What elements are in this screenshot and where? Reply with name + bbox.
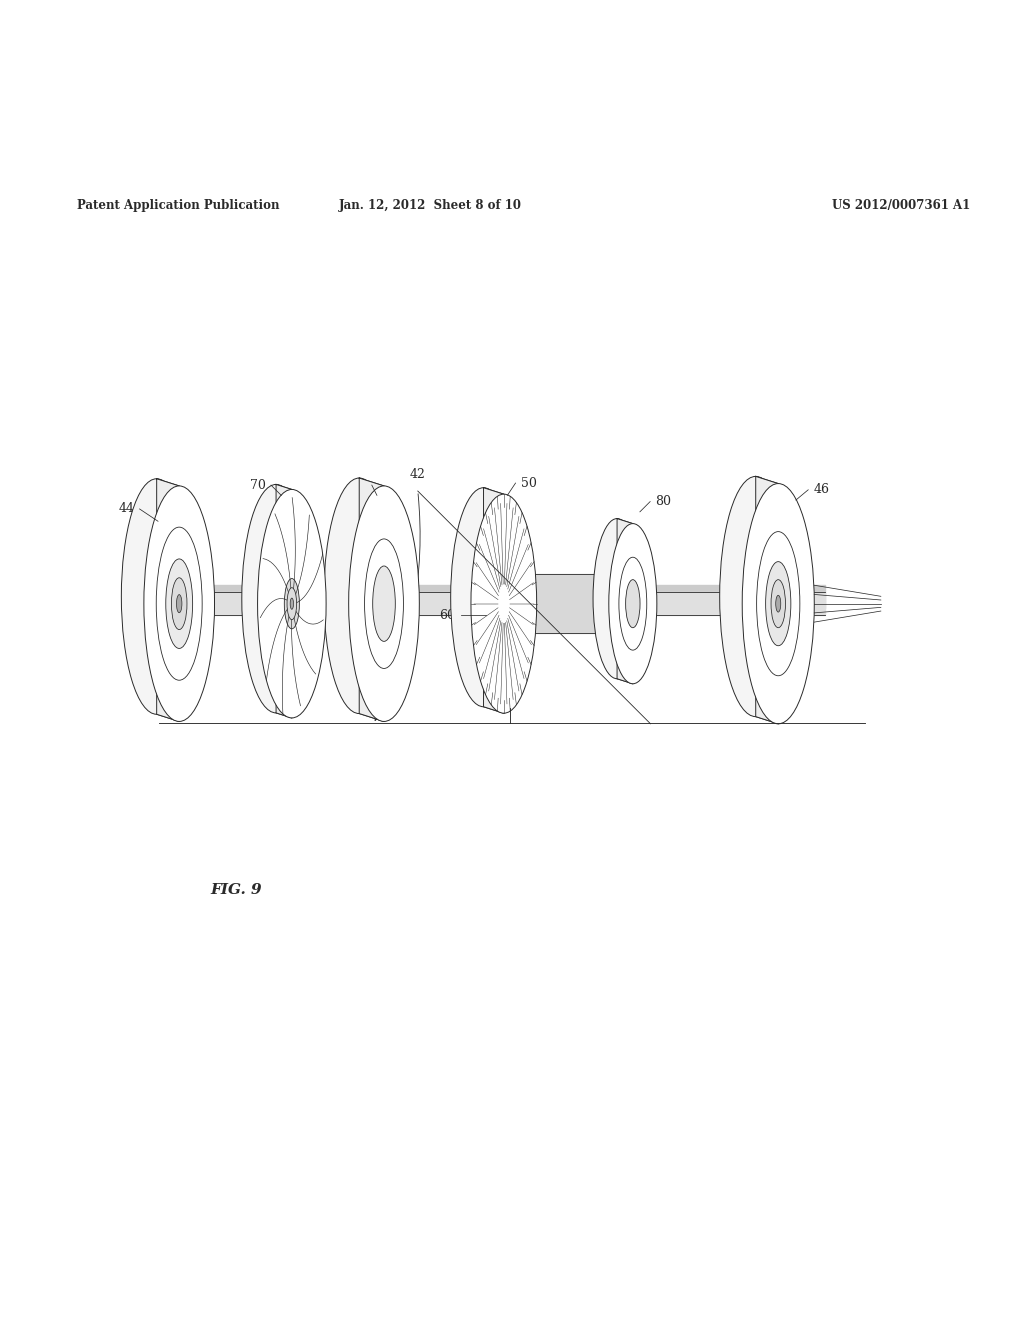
Text: 80: 80 (655, 495, 672, 508)
Ellipse shape (626, 579, 640, 628)
Text: 44: 44 (119, 503, 134, 515)
Polygon shape (359, 478, 384, 722)
Text: US 2012/0007361 A1: US 2012/0007361 A1 (831, 199, 971, 211)
Ellipse shape (373, 566, 395, 642)
Ellipse shape (776, 595, 780, 612)
Ellipse shape (757, 532, 800, 676)
Ellipse shape (451, 487, 516, 706)
Ellipse shape (771, 579, 785, 628)
Ellipse shape (720, 477, 792, 717)
Text: 70: 70 (250, 479, 266, 491)
Ellipse shape (121, 479, 193, 714)
Ellipse shape (242, 484, 310, 713)
Ellipse shape (176, 594, 182, 612)
Ellipse shape (348, 486, 420, 722)
Text: 40: 40 (505, 690, 521, 704)
Ellipse shape (157, 527, 202, 680)
Ellipse shape (618, 557, 647, 651)
Ellipse shape (324, 478, 394, 714)
Ellipse shape (171, 578, 187, 630)
Ellipse shape (593, 519, 641, 678)
Ellipse shape (766, 561, 791, 645)
Ellipse shape (365, 539, 403, 668)
Text: 48: 48 (350, 479, 367, 491)
Text: 46: 46 (813, 483, 829, 496)
Polygon shape (276, 484, 292, 718)
Ellipse shape (290, 598, 294, 610)
Ellipse shape (166, 558, 193, 648)
Ellipse shape (143, 486, 215, 722)
Polygon shape (483, 487, 504, 713)
Polygon shape (157, 479, 179, 722)
Ellipse shape (285, 578, 299, 628)
Ellipse shape (609, 524, 656, 684)
Polygon shape (617, 519, 633, 684)
Ellipse shape (287, 587, 297, 619)
Text: 42: 42 (410, 467, 426, 480)
Polygon shape (756, 477, 778, 723)
Ellipse shape (742, 483, 814, 723)
Ellipse shape (471, 494, 537, 713)
Ellipse shape (258, 490, 326, 718)
Text: 60: 60 (439, 609, 456, 622)
Text: Jan. 12, 2012  Sheet 8 of 10: Jan. 12, 2012 Sheet 8 of 10 (339, 199, 521, 211)
Text: 50: 50 (520, 477, 537, 490)
Text: FIG. 9: FIG. 9 (210, 883, 261, 898)
Text: Patent Application Publication: Patent Application Publication (77, 199, 280, 211)
